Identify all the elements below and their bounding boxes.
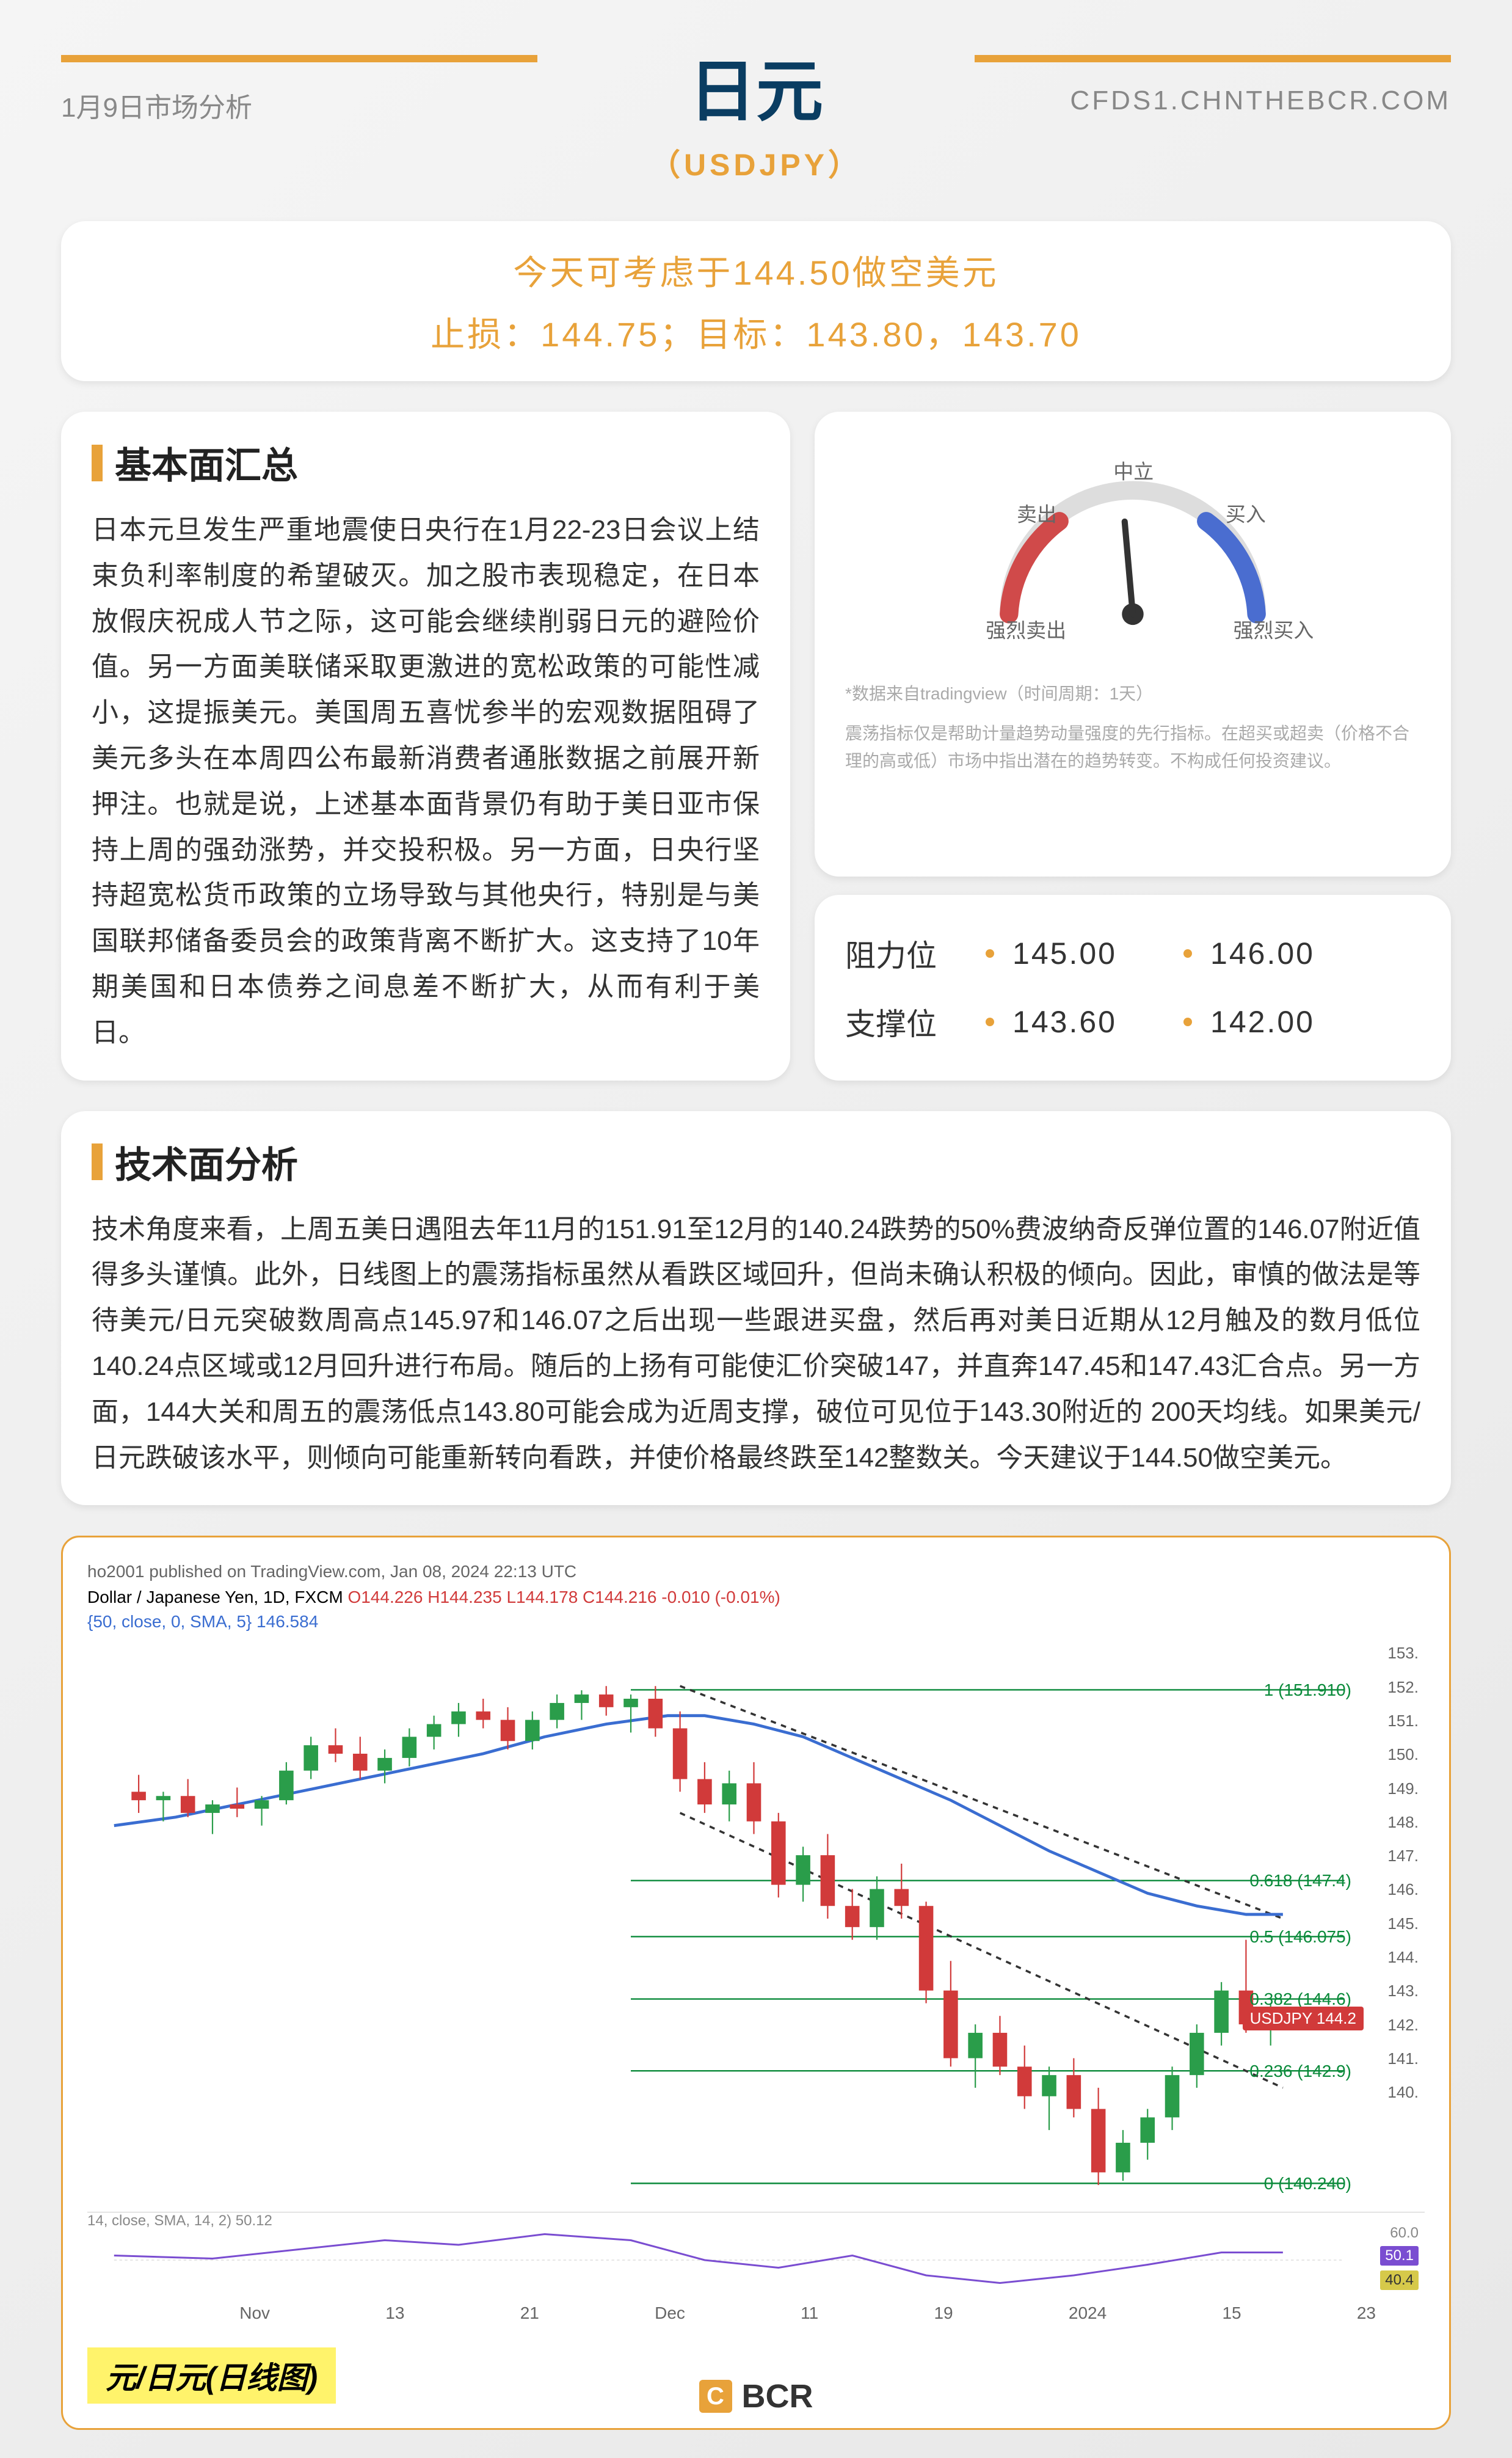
brand-name: BCR [742,2377,813,2415]
svg-text:买入: 买入 [1226,503,1266,525]
chart-sma: {50, close, 0, SMA, 5} 146.584 [87,1612,1425,1632]
dot-icon [1183,1018,1192,1026]
technical-body: 技术角度来看，上周五美日遇阻去年11月的151.91至12月的140.24跌势的… [92,1207,1420,1481]
header-divider-left [61,55,537,62]
support-label: 支撑位 [845,1000,967,1044]
svg-text:卖出: 卖出 [1017,503,1057,525]
oscillator-panel: 14, close, SMA, 14, 2) 50.12 60.0 50.1 4… [87,2212,1425,2297]
header-divider-right [975,55,1451,62]
osc-header: 14, close, SMA, 14, 2) 50.12 [87,2212,1425,2230]
chart-publisher: ho2001 published on TradingView.com, Jan… [87,1562,1425,1581]
title-accent [92,1143,103,1180]
current-price-badge: USDJPY 144.2 [1243,2007,1364,2030]
title-accent [92,445,103,481]
support-1: 143.60 [1012,1004,1165,1040]
chart-ohlc: Dollar / Japanese Yen, 1D, FXCM O144.226… [87,1588,1425,1607]
currency-pair: （USDJPY） [61,140,1451,184]
fundamentals-body: 日本元旦发生严重地震使日央行在1月22-23日会议上结束负利率制度的希望破灭。加… [92,508,760,1056]
sentiment-gauge: 强烈卖出 卖出 中立 买入 强烈买入 [845,436,1420,668]
support-row: 支撑位 143.60 142.00 [845,988,1420,1056]
x-axis: Nov1321Dec111920241523 [87,2303,1425,2323]
fundamentals-card: 基本面汇总 日本元旦发生严重地震使日央行在1月22-23日会议上结束负利率制度的… [61,412,790,1081]
technical-title: 技术面分析 [115,1136,298,1189]
footer: C BCR [0,2377,1512,2415]
resistance-1: 145.00 [1012,936,1165,971]
fundamentals-title: 基本面汇总 [115,436,298,489]
sentiment-gauge-card: 强烈卖出 卖出 中立 买入 强烈买入 *数据来自tradingview（时间周期… [815,412,1451,877]
chart-card: ho2001 published on TradingView.com, Jan… [61,1536,1451,2430]
resistance-label: 阻力位 [845,932,967,976]
resistance-row: 阻力位 145.00 146.00 [845,919,1420,988]
header-date: 1月9日市场分析 [61,86,252,125]
rec-entry: 今天可考虑于144.50做空美元 [92,246,1420,295]
svg-text:强烈卖出: 强烈卖出 [986,619,1066,641]
svg-text:中立: 中立 [1113,461,1154,483]
dot-icon [986,1018,994,1026]
technical-card: 技术面分析 技术角度来看，上周五美日遇阻去年11月的151.91至12月的140… [61,1111,1451,1506]
levels-card: 阻力位 145.00 146.00 支撑位 143.60 142.00 [815,895,1451,1081]
price-chart: 153.152.151.150.149.148.147.146.145.144.… [87,1644,1425,2194]
recommendation-card: 今天可考虑于144.50做空美元 止损：144.75；目标：143.80，143… [61,221,1451,381]
dot-icon [1183,949,1192,958]
header: 1月9日市场分析 CFDS1.CHNTHEBCR.COM 日元 （USDJPY） [61,37,1451,184]
resistance-2: 146.00 [1210,936,1363,971]
brand-icon: C [699,2380,732,2413]
gauge-note-1: *数据来自tradingview（时间周期：1天） [845,680,1420,708]
dot-icon [986,949,994,958]
support-2: 142.00 [1210,1004,1363,1040]
gauge-note-2: 震荡指标仅是帮助计量趋势动量强度的先行指标。在超买或超卖（价格不合理的高或低）市… [845,720,1420,775]
header-url: CFDS1.CHNTHEBCR.COM [1070,86,1451,116]
rec-targets: 止损：144.75；目标：143.80，143.70 [92,307,1420,357]
svg-text:强烈买入: 强烈买入 [1234,619,1314,641]
